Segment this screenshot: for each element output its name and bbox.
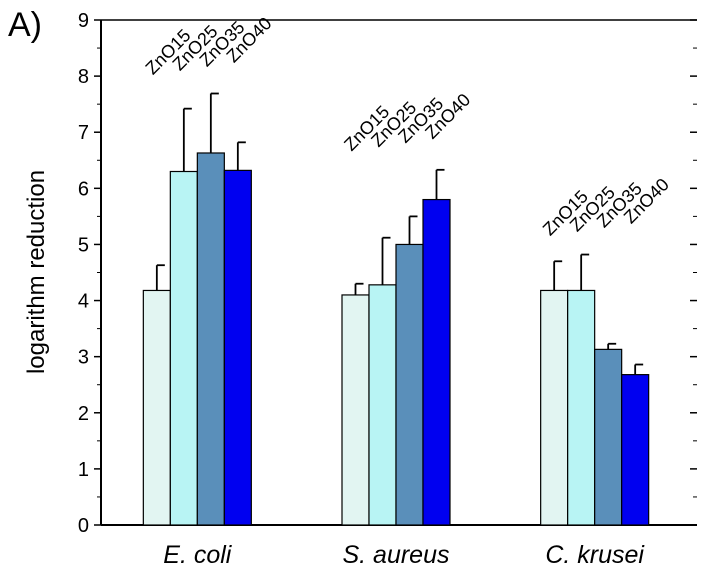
bar (223, 169, 252, 526)
y-tick-label: 3 (78, 347, 89, 369)
bar (422, 198, 451, 526)
y-tick-label: 0 (78, 515, 89, 537)
bar (540, 289, 569, 526)
bar (196, 152, 225, 526)
bar (341, 294, 370, 526)
y-tick-label: 1 (78, 459, 89, 481)
bar (368, 284, 397, 526)
bar (567, 289, 596, 526)
bar (395, 243, 424, 526)
y-tick-label: 9 (78, 10, 89, 32)
category-label: C. krusei (545, 541, 645, 569)
y-tick-label: 8 (78, 66, 89, 88)
y-tick-label: 5 (78, 234, 89, 256)
bar (142, 289, 171, 526)
y-axis-label: logarithm reduction (23, 170, 50, 374)
y-tick-label: 2 (78, 403, 89, 425)
category-label: E. coli (163, 541, 233, 569)
bar (594, 348, 623, 526)
bar (621, 374, 650, 526)
category-label: S. aureus (342, 541, 449, 569)
chart-bars (142, 92, 650, 526)
bar (169, 170, 198, 526)
panel-label: A) (8, 6, 42, 44)
y-tick-label: 7 (78, 122, 89, 144)
y-tick-label: 6 (78, 178, 89, 200)
y-tick-label: 4 (78, 291, 89, 313)
